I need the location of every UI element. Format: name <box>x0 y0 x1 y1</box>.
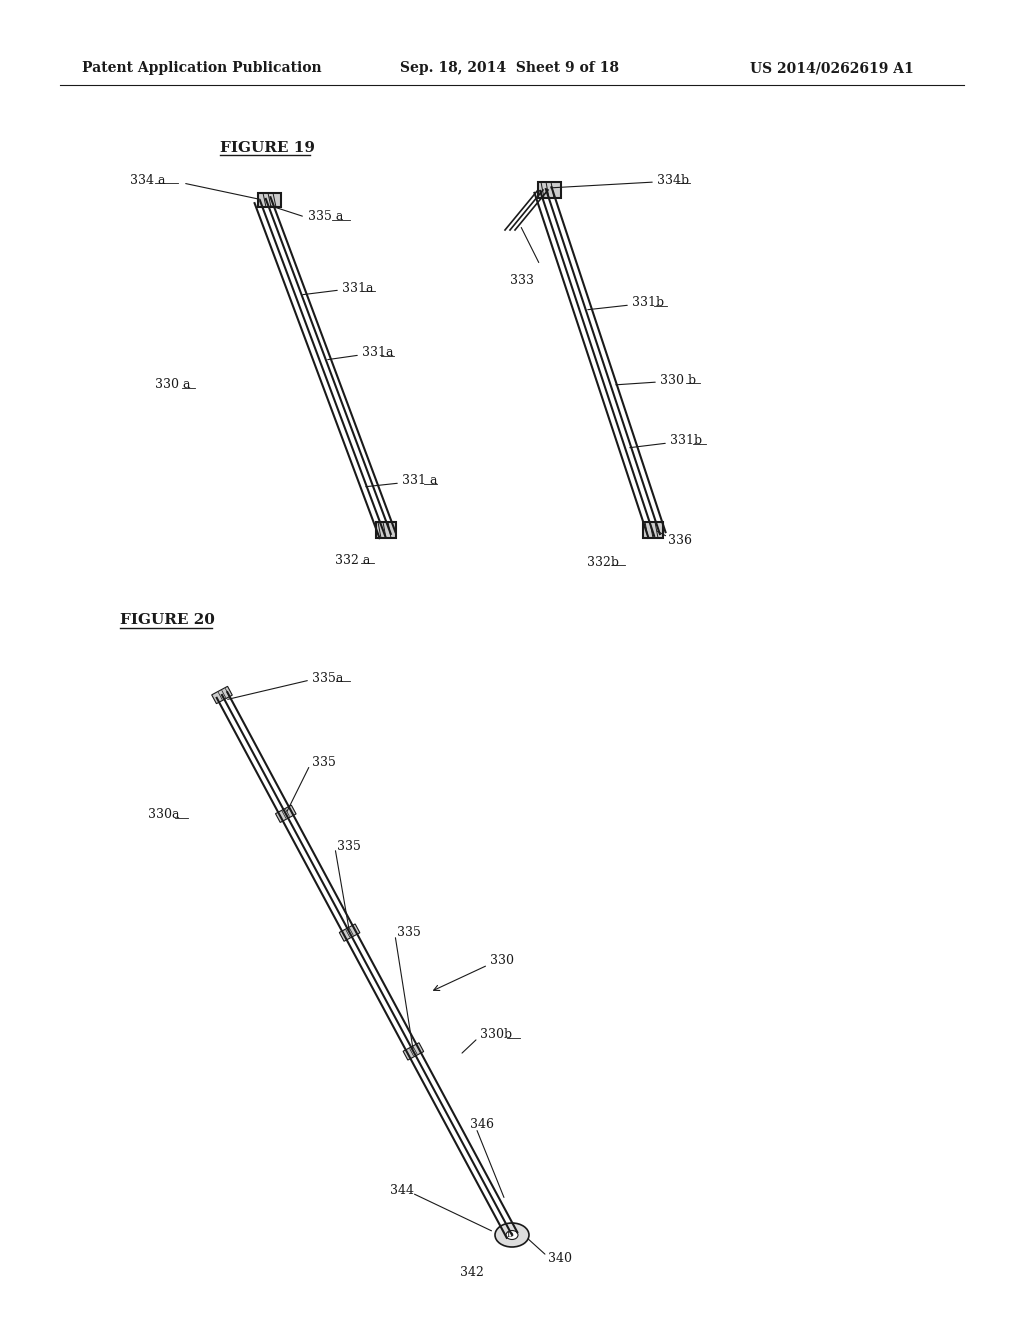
Polygon shape <box>258 193 281 207</box>
Text: 344: 344 <box>390 1184 414 1196</box>
Text: 330 a: 330 a <box>155 379 190 392</box>
Text: 335: 335 <box>312 756 336 770</box>
Polygon shape <box>339 924 359 941</box>
Text: FIGURE 20: FIGURE 20 <box>120 612 215 627</box>
Text: 335: 335 <box>337 840 360 853</box>
Polygon shape <box>538 182 561 198</box>
Polygon shape <box>212 686 232 704</box>
Text: 336: 336 <box>668 533 692 546</box>
Text: 332b: 332b <box>587 556 618 569</box>
Text: 330 b: 330 b <box>660 374 696 387</box>
Text: 334 a: 334 a <box>130 173 166 186</box>
Text: 331a: 331a <box>342 281 374 294</box>
Text: 330a: 330a <box>148 808 179 821</box>
Text: 335a: 335a <box>312 672 343 685</box>
Text: 330b: 330b <box>480 1028 512 1041</box>
Text: 332 a: 332 a <box>335 553 371 566</box>
Text: 331 a: 331 a <box>402 474 437 487</box>
Polygon shape <box>275 805 296 822</box>
Ellipse shape <box>495 1224 529 1247</box>
Text: Sep. 18, 2014  Sheet 9 of 18: Sep. 18, 2014 Sheet 9 of 18 <box>400 61 618 75</box>
Text: 331b: 331b <box>670 434 702 447</box>
Ellipse shape <box>506 1230 518 1239</box>
Text: D: D <box>507 1232 513 1239</box>
Polygon shape <box>643 521 663 539</box>
Text: 340: 340 <box>548 1251 572 1265</box>
Text: Patent Application Publication: Patent Application Publication <box>82 61 322 75</box>
Text: US 2014/0262619 A1: US 2014/0262619 A1 <box>750 61 913 75</box>
Text: 335 a: 335 a <box>308 210 343 223</box>
Text: 334b: 334b <box>657 173 689 186</box>
Polygon shape <box>376 521 396 539</box>
Text: 342: 342 <box>460 1266 484 1279</box>
Text: 330: 330 <box>490 953 514 966</box>
Text: 346: 346 <box>470 1118 494 1131</box>
Text: 331b: 331b <box>632 297 665 309</box>
Polygon shape <box>403 1043 424 1060</box>
Text: 335: 335 <box>397 927 421 940</box>
Text: FIGURE 19: FIGURE 19 <box>220 141 315 154</box>
Text: 331a: 331a <box>362 346 393 359</box>
Text: 333: 333 <box>510 273 534 286</box>
